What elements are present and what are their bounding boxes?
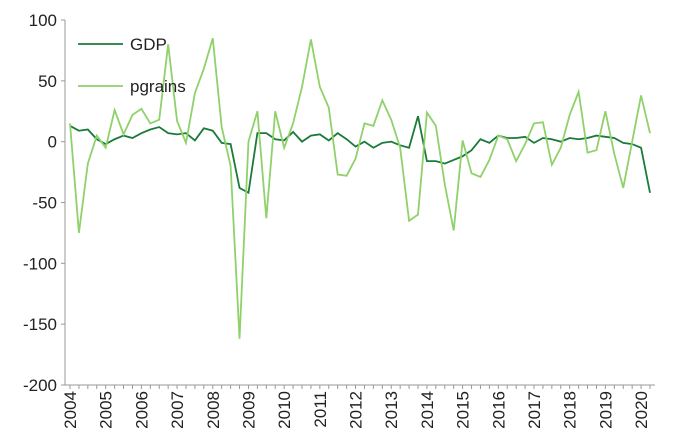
y-tick-label: -200 [23, 376, 57, 395]
y-tick-label: -50 [32, 194, 57, 213]
x-tick-label: 2015 [454, 391, 473, 429]
y-tick-label: 0 [48, 133, 57, 152]
x-tick-label: 2006 [132, 391, 151, 429]
x-tick-label: 2014 [418, 391, 437, 429]
x-tick-label: 2007 [168, 391, 187, 429]
x-tick-label: 2016 [489, 391, 508, 429]
x-tick-label: 2009 [239, 391, 258, 429]
y-tick-label: 50 [38, 72, 57, 91]
x-tick-label: 2005 [97, 391, 116, 429]
x-tick-label: 2011 [311, 391, 330, 428]
y-tick-label: -100 [23, 254, 57, 273]
legend-label: pgrains [130, 77, 186, 96]
x-tick-label: 2004 [61, 391, 80, 429]
x-tick-label: 2008 [204, 391, 223, 429]
x-tick-label: 2019 [596, 391, 615, 429]
x-tick-label: 2020 [632, 391, 651, 429]
x-tick-label: 2013 [382, 391, 401, 429]
x-tick-label: 2010 [275, 391, 294, 429]
x-tick-label: 2012 [347, 391, 366, 429]
legend-label: GDP [130, 35, 167, 54]
x-tick-label: 2018 [561, 391, 580, 429]
series-line [69, 37, 651, 339]
y-tick-label: 100 [29, 11, 57, 30]
y-tick-label: -150 [23, 315, 57, 334]
x-tick-label: 2017 [525, 391, 544, 429]
series-line [69, 115, 651, 195]
